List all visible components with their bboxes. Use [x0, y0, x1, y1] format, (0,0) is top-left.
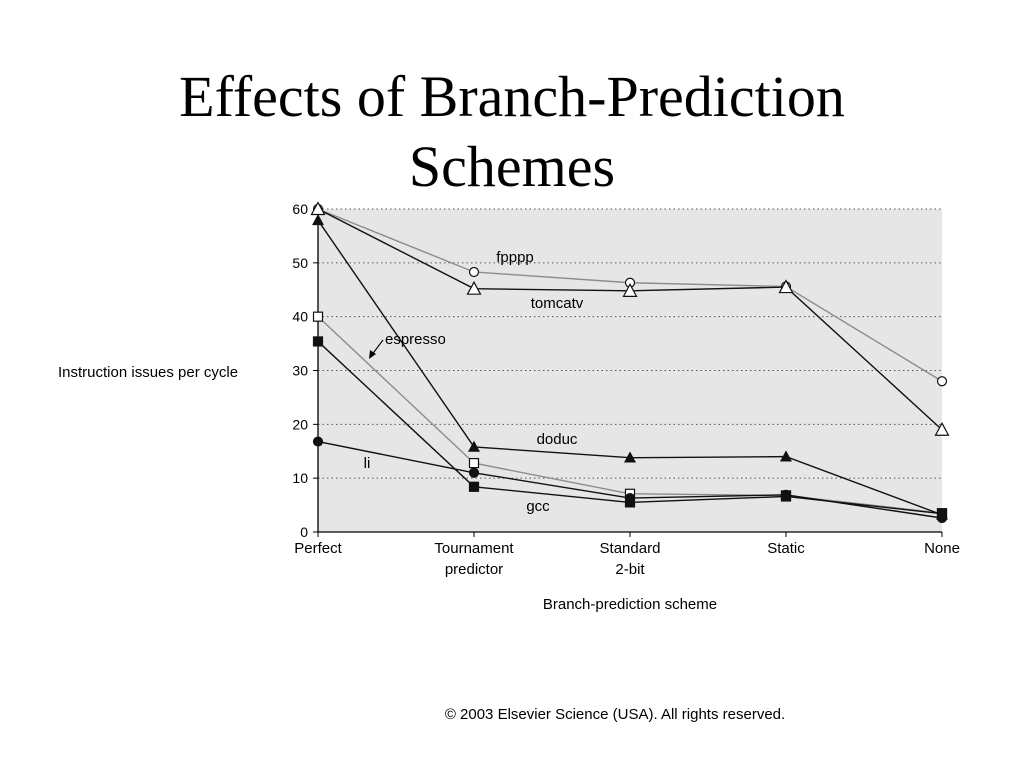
series-annotation-li: li: [364, 455, 371, 472]
annotation-arrow-head: [369, 350, 376, 359]
series-tomcatv: [310, 201, 950, 436]
slide-title: Effects of Branch-Prediction Schemes: [0, 62, 1024, 202]
series-gcc: [312, 336, 948, 519]
x-tick-label: Standard: [600, 540, 661, 557]
data-point-gcc: [624, 497, 636, 508]
x-tick-label: Tournament: [434, 540, 514, 557]
data-point-gcc: [780, 491, 792, 502]
x-tick-label: None: [924, 540, 960, 557]
x-tick-label: Static: [767, 540, 805, 557]
x-axis-title: Branch-prediction scheme: [543, 596, 717, 613]
data-point-doduc: [311, 214, 325, 226]
y-tick-label: 30: [292, 363, 308, 379]
data-point-gcc: [936, 508, 948, 519]
y-tick-label: 10: [292, 470, 308, 486]
series-annotation-gcc: gcc: [526, 498, 550, 515]
data-point-li: [468, 467, 480, 478]
data-point-tomcatv: [934, 421, 950, 436]
series-annotation-tomcatv: tomcatv: [531, 295, 584, 312]
x-tick-label: 2-bit: [615, 561, 645, 578]
x-tick-label: predictor: [445, 561, 503, 578]
data-point-li: [312, 436, 324, 447]
data-point-gcc: [468, 481, 480, 492]
series-annotation-espresso: espresso: [385, 331, 446, 348]
y-tick-label: 50: [292, 255, 308, 271]
series-annotation-fpppp: fpppp: [496, 249, 534, 266]
y-tick-label: 60: [292, 201, 308, 217]
slide-title-line1: Effects of Branch-Prediction: [179, 64, 845, 129]
data-point-fpppp: [936, 376, 948, 387]
y-tick-label: 20: [292, 416, 308, 432]
data-point-espresso: [468, 457, 480, 469]
x-tick-label: Perfect: [294, 540, 342, 557]
y-tick-label: 0: [300, 524, 308, 540]
data-point-doduc: [779, 450, 793, 462]
y-axis-title: Instruction issues per cycle: [58, 364, 239, 381]
data-point-doduc: [467, 440, 481, 452]
data-point-tomcatv: [466, 280, 482, 295]
copyright-notice: © 2003 Elsevier Science (USA). All right…: [444, 706, 786, 723]
data-point-fpppp: [468, 266, 480, 278]
data-point-doduc: [623, 451, 637, 463]
slide-title-line2: Schemes: [408, 134, 616, 199]
data-point-tomcatv: [778, 279, 794, 294]
y-tick-label: 40: [292, 309, 308, 325]
series-annotation-doduc: doduc: [537, 431, 578, 448]
data-point-tomcatv: [622, 283, 638, 297]
data-point-gcc: [312, 336, 324, 347]
data-point-espresso: [312, 311, 324, 322]
